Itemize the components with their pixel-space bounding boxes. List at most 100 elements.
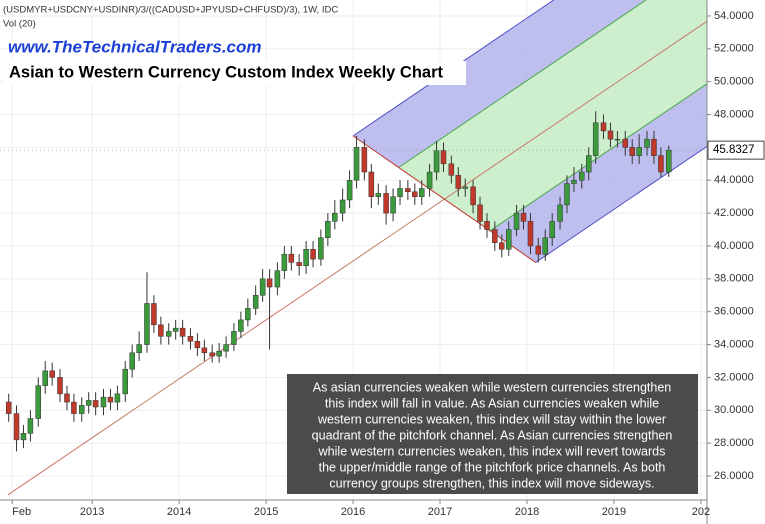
- candle-body: [49, 370, 55, 378]
- candle-body: [477, 204, 483, 222]
- candle-body: [383, 193, 389, 214]
- candle-body: [318, 237, 324, 260]
- candle-body: [426, 171, 433, 189]
- candle-body: [571, 179, 577, 184]
- candle-body: [499, 242, 505, 250]
- annotation-box: [287, 374, 698, 494]
- candle-body: [179, 327, 186, 337]
- y-tick-label: 42.0000: [714, 207, 754, 219]
- x-tick-label: 2019: [602, 506, 626, 518]
- x-tick-label: 202: [692, 506, 710, 518]
- candle-body: [353, 147, 360, 181]
- candle-body: [535, 245, 542, 255]
- candle-body: [332, 212, 338, 222]
- x-tick-label: Feb: [12, 506, 31, 518]
- candle-body: [194, 341, 201, 349]
- y-tick-label: 38.0000: [714, 273, 754, 285]
- last-price-label: 45.8327: [713, 144, 755, 156]
- candle-body: [266, 278, 273, 288]
- candle-body: [201, 347, 208, 354]
- x-tick-label: 2013: [80, 506, 104, 518]
- candle-body: [165, 331, 172, 337]
- candle-body: [368, 171, 375, 197]
- title-box: [4, 61, 466, 85]
- candle-body: [592, 122, 599, 156]
- y-tick-label: 34.0000: [714, 338, 754, 350]
- candle-body: [216, 350, 222, 357]
- y-tick-label: 44.0000: [714, 174, 754, 186]
- candle-body: [651, 138, 657, 156]
- candle-body: [629, 147, 635, 156]
- candle-body: [122, 368, 128, 395]
- symbol-line: (USDMYR+USDCNY+USDINR)/3/((CADUSD+JPYUSD…: [3, 5, 338, 16]
- candle-body: [520, 212, 527, 222]
- candle-body: [339, 199, 346, 214]
- candle-body: [658, 155, 664, 173]
- candle-body: [448, 163, 455, 176]
- median-line: [7, 20, 707, 496]
- x-tick-label: 2015: [254, 506, 278, 518]
- candle-body: [665, 149, 672, 173]
- candle-body: [5, 401, 12, 414]
- candle-body: [85, 400, 92, 406]
- candle-body: [296, 262, 302, 266]
- candle-body: [505, 229, 512, 250]
- x-tick-label: 2018: [515, 506, 539, 518]
- candle-body: [35, 385, 42, 419]
- candle-body: [20, 433, 27, 441]
- candle-body: [27, 418, 34, 434]
- candle-body: [585, 155, 592, 173]
- x-tick-label: 2014: [167, 506, 191, 518]
- candle-body: [252, 295, 259, 309]
- candle-body: [600, 122, 607, 132]
- annotation-line: quadrant of the pitchfork channel. As As…: [312, 428, 673, 442]
- candle-body: [144, 303, 150, 345]
- candle-body: [274, 270, 281, 288]
- candle-body: [78, 405, 85, 414]
- candle-body: [187, 336, 194, 342]
- candle-body: [579, 171, 585, 181]
- candle-body: [462, 186, 468, 189]
- pivot-line: [352, 135, 536, 263]
- candle-body: [361, 147, 368, 173]
- candle-body: [231, 331, 237, 345]
- candle-body: [455, 175, 462, 189]
- candle-body: [158, 324, 164, 337]
- channel-fill: [398, 0, 707, 231]
- y-tick-label: 26.0000: [714, 470, 754, 482]
- candles: [5, 111, 672, 452]
- candle-body: [644, 138, 650, 148]
- annotation-line: As asian currencies weaken while western…: [313, 380, 672, 394]
- candle-body: [440, 150, 447, 165]
- annotation: As asian currencies weaken while western…: [312, 380, 673, 490]
- channel-fill: [490, 83, 707, 263]
- candle-body: [622, 138, 629, 148]
- candle-body: [527, 221, 534, 247]
- annotation-line: while western currencies weaken, this in…: [318, 444, 666, 458]
- candle-body: [129, 352, 135, 370]
- candle-body: [484, 221, 490, 230]
- candle-body: [42, 370, 48, 386]
- candle-body: [397, 188, 403, 197]
- candle-body: [114, 393, 121, 403]
- candle-body: [310, 249, 316, 260]
- candle-body: [136, 344, 142, 354]
- candle-body: [433, 150, 440, 173]
- candle-body: [172, 327, 179, 332]
- channel-fill: [353, 0, 646, 168]
- axes: 26.0000 28.0000 30.0000 32.0000 34.0000 36.00…: [0, 10, 765, 518]
- candle-body: [346, 179, 353, 201]
- candle-body: [151, 303, 157, 326]
- volume-label: Vol (20): [3, 19, 36, 30]
- candle-body: [259, 278, 266, 296]
- y-tick-label: 54.0000: [714, 10, 754, 22]
- candle-body: [405, 188, 411, 193]
- y-tick-label: 32.0000: [714, 371, 754, 383]
- candle-body: [513, 212, 520, 230]
- chart-title: Asian to Western Currency Custom Index W…: [9, 63, 444, 81]
- candle-body: [607, 130, 614, 140]
- candle-body: [100, 396, 107, 408]
- y-tick-label: 28.0000: [714, 437, 754, 449]
- candle-body: [549, 221, 555, 239]
